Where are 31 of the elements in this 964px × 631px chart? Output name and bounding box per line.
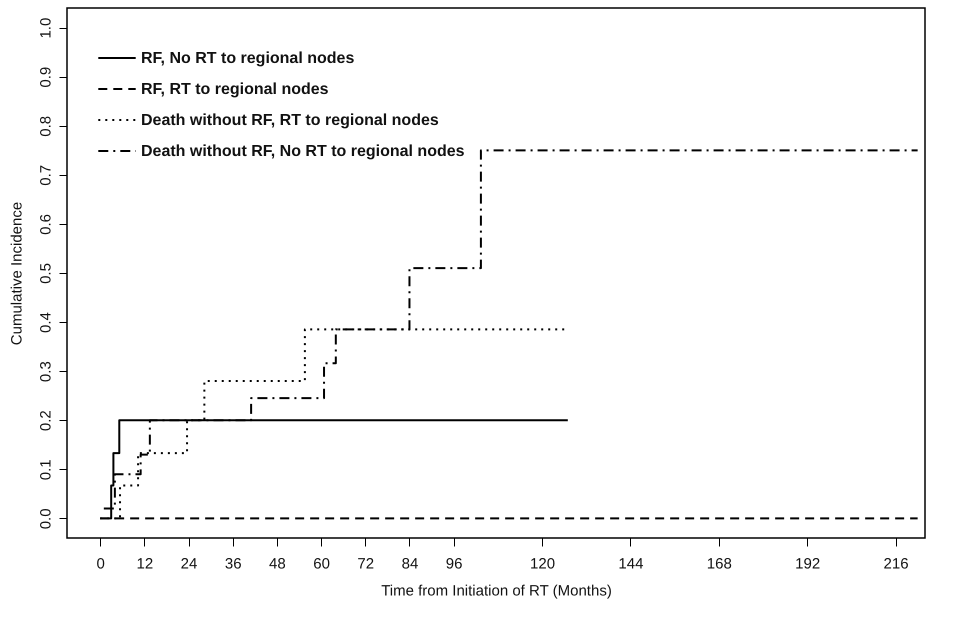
y-tick-label: 0.9 (38, 66, 54, 88)
y-tick-label: 0.2 (38, 410, 54, 432)
x-tick-label: 60 (313, 556, 330, 572)
legend-label: RF, RT to regional nodes (141, 81, 329, 98)
y-tick-label: 1.0 (38, 18, 54, 39)
x-tick-label: 120 (530, 556, 556, 572)
legend-label: RF, No RT to regional nodes (141, 50, 354, 67)
legend-label: Death without RF, No RT to regional nodes (141, 143, 465, 160)
x-tick-label: 96 (446, 556, 462, 572)
y-tick-label: 0.1 (38, 459, 54, 480)
x-tick-label: 72 (357, 556, 374, 572)
x-tick-label: 192 (795, 556, 820, 572)
y-tick-label: 0.0 (38, 508, 54, 530)
x-tick-label: 84 (402, 556, 418, 572)
y-tick-label: 0.8 (38, 116, 54, 137)
y-tick-label: 0.6 (38, 214, 54, 235)
y-axis-title: Cumulative Incidence (8, 202, 26, 346)
y-tick-label: 0.3 (38, 361, 54, 382)
x-tick-label: 24 (180, 556, 198, 572)
x-tick-label: 12 (136, 556, 154, 572)
x-tick-label: 216 (884, 556, 909, 572)
x-tick-label: 144 (618, 556, 644, 572)
x-axis-title: Time from Initiation of RT (Months) (381, 582, 612, 600)
x-tick-label: 168 (706, 556, 732, 572)
y-tick-label: 0.4 (38, 312, 54, 334)
x-tick-label: 0 (96, 556, 105, 572)
y-tick-label: 0.5 (38, 263, 54, 284)
legend-label: Death without RF, RT to regional nodes (141, 112, 439, 129)
x-tick-label: 48 (269, 556, 286, 572)
x-tick-label: 36 (224, 556, 242, 572)
y-tick-label: 0.7 (38, 164, 54, 186)
